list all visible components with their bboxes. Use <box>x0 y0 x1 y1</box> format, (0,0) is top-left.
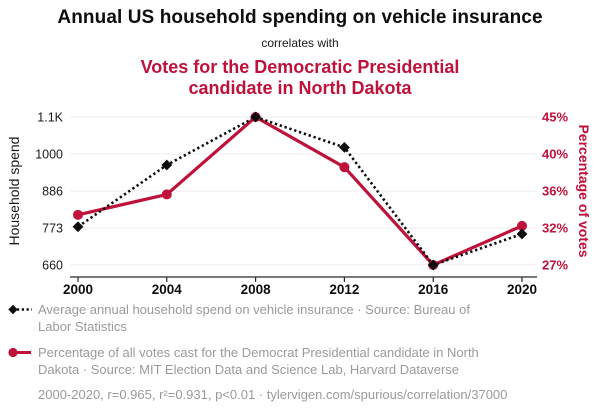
chart-area: 2000 2004 2008 2012 2016 2020 660 773 886 1000 1.1… <box>0 100 600 300</box>
diamond-dotted-line-icon <box>8 304 32 315</box>
legend-item-spend-label: Average annual household spend on vehicl… <box>38 302 470 334</box>
x-axis-tick-label: 2008 <box>241 282 272 297</box>
x-axis-tick-label: 2000 <box>63 282 93 297</box>
left-axis-tick-label: 1.1K <box>37 111 63 125</box>
right-axis-tick-label: 32% <box>542 221 568 236</box>
legend: Average annual household spend on vehicl… <box>8 301 592 402</box>
right-axis-tick-label: 45% <box>542 110 568 125</box>
right-axis-tick-label: 36% <box>542 184 568 199</box>
legend-item-spend: Average annual household spend on vehicl… <box>8 301 592 335</box>
left-axis-tick-label: 660 <box>42 259 63 273</box>
spend-data-point <box>250 111 261 123</box>
x-axis-tick-label: 2020 <box>507 282 537 297</box>
legend-item-votes: Percentage of all votes cast for the Dem… <box>8 344 592 378</box>
votes-data-point <box>339 162 350 173</box>
spend-series-line <box>77 115 523 267</box>
x-axis-tick-label: 2012 <box>329 282 359 297</box>
chart-subtitle: correlates with <box>261 36 339 50</box>
spend-data-point <box>339 141 350 153</box>
right-axis-title: Percentage of votes <box>576 124 592 258</box>
right-axis-tick-label: 40% <box>542 147 568 162</box>
spend-data-point <box>161 159 173 171</box>
chart-title-primary: Annual US household spending on vehicle … <box>57 7 543 28</box>
left-axis-tick-label: 773 <box>42 222 63 236</box>
left-axis-tick-label: 1000 <box>35 148 63 162</box>
votes-data-point <box>517 220 527 231</box>
left-axis-title: Household spend <box>6 136 22 246</box>
right-axis-tick-label: 27% <box>542 258 568 273</box>
left-axis-tick-label: 886 <box>42 185 63 199</box>
legend-item-votes-label: Percentage of all votes cast for the Dem… <box>38 345 479 377</box>
legend-stats-footnote: 2000-2020, r=0.965, r²=0.931, p<0.01 · t… <box>38 387 508 402</box>
votes-series-line <box>77 115 523 267</box>
chart-title-secondary: Votes for the Democratic Presidential ca… <box>140 57 460 98</box>
x-axis-tick-label: 2004 <box>152 282 183 297</box>
spend-data-point <box>72 221 84 233</box>
votes-data-point <box>73 209 83 220</box>
x-axis-tick-label: 2016 <box>418 282 449 297</box>
spend-data-point <box>516 228 528 240</box>
chart-canvas: 2000 2004 2008 2012 2016 2020 660 773 886 1000 1.1… <box>35 110 568 298</box>
votes-data-point <box>161 189 172 200</box>
circle-solid-line-icon <box>8 347 31 358</box>
